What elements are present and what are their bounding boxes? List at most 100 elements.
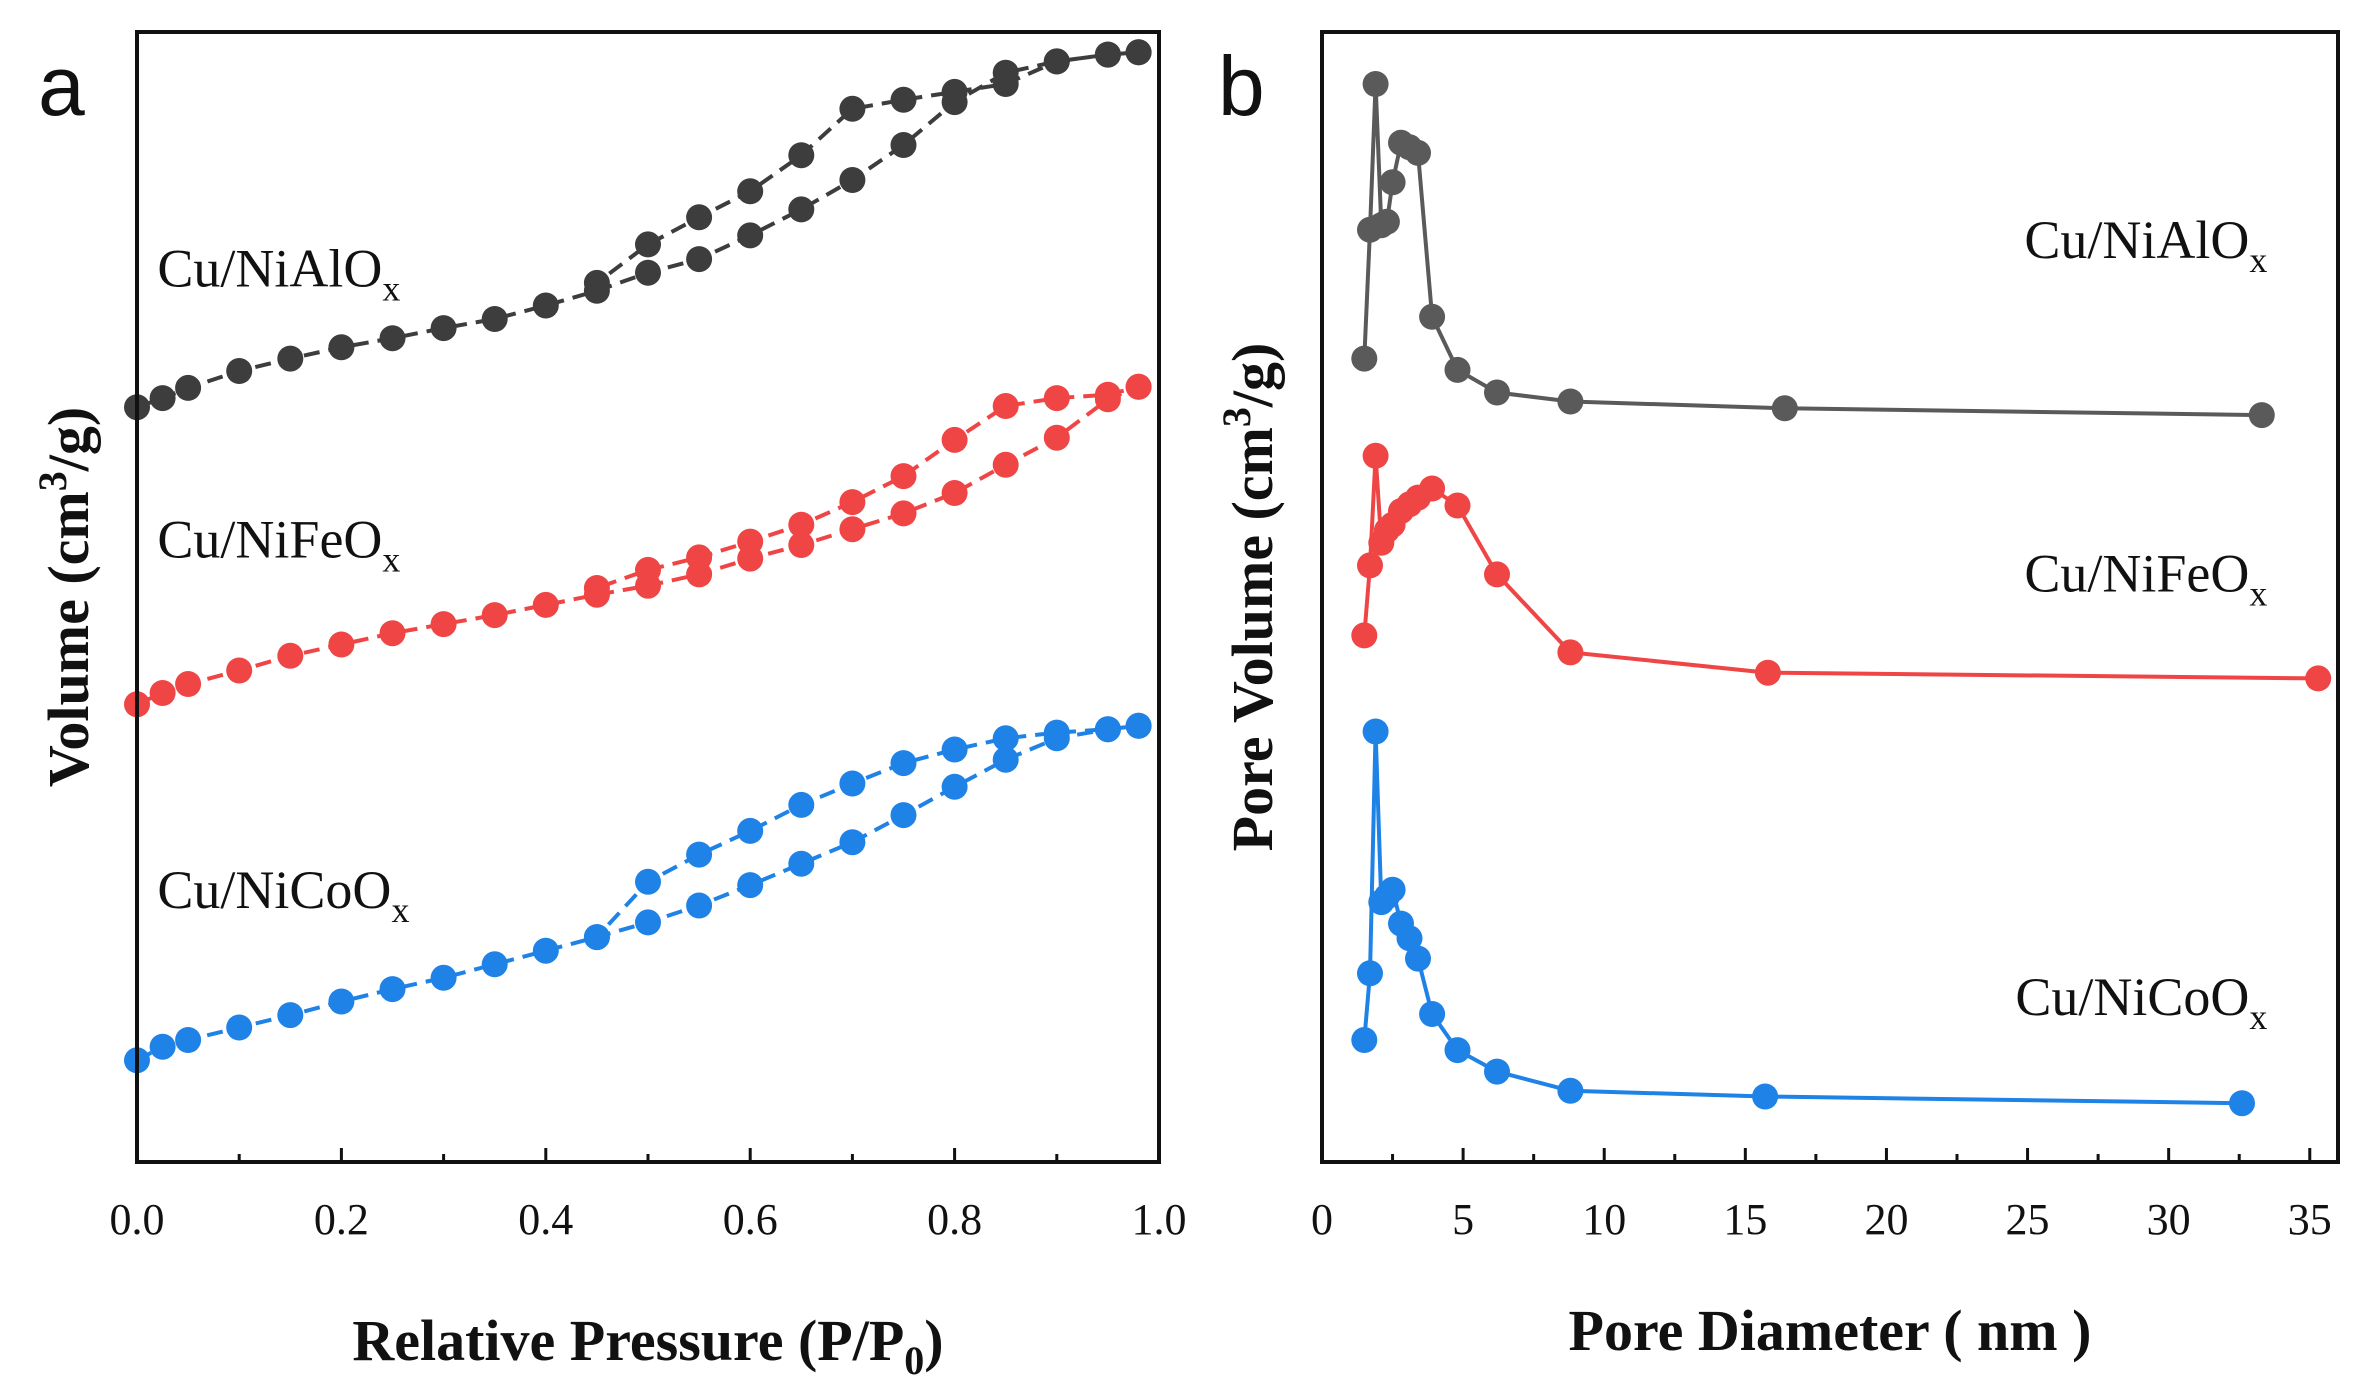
data-point — [481, 602, 508, 629]
data-point — [686, 892, 713, 919]
x-tick-label: 1.0 — [1132, 1195, 1187, 1244]
data-point — [583, 269, 610, 296]
data-point — [226, 358, 253, 384]
data-point — [532, 937, 559, 964]
data-point — [226, 657, 253, 684]
data-point — [1351, 345, 1378, 372]
data-point — [1419, 475, 1446, 502]
x-tick-label: 5 — [1452, 1195, 1474, 1244]
data-point — [992, 71, 1019, 97]
plot-frame — [1320, 30, 2340, 1164]
x-tick-label: 20 — [1864, 1195, 1908, 1244]
y-axis-title-main: Pore Volume (cm — [1220, 427, 1285, 851]
data-point — [1557, 388, 1584, 415]
panel-letter-b: b — [1218, 39, 1265, 133]
data-point — [737, 817, 764, 844]
x-tick-label: 0 — [1311, 1195, 1333, 1244]
data-point — [1379, 169, 1406, 196]
series-label: Cu/NiFeOx — [157, 509, 400, 579]
data-point — [1094, 381, 1121, 408]
x-tick-label: 0.8 — [927, 1195, 982, 1244]
data-point — [1405, 139, 1431, 166]
data-point — [1357, 960, 1383, 987]
data-point — [839, 770, 866, 797]
data-point — [1379, 876, 1406, 903]
data-point — [635, 909, 661, 936]
y-axis-title-end: /g) — [36, 407, 101, 472]
data-point — [890, 750, 917, 777]
x-axis-title-main: Relative Pressure (P/P — [352, 1308, 904, 1373]
data-point — [1373, 208, 1400, 235]
data-point — [1444, 356, 1471, 383]
series-label-main: Cu/NiFeO — [2024, 543, 2249, 603]
x-axis-title-end: ) — [924, 1308, 943, 1373]
data-point — [839, 516, 866, 543]
series-cu-nicoox — [124, 712, 1152, 1074]
series-line — [1362, 729, 2243, 1106]
data-point — [2248, 402, 2275, 429]
data-point — [1351, 1027, 1378, 1053]
data-point — [839, 489, 866, 516]
data-point — [1043, 48, 1070, 75]
series-label-subscript: x — [2249, 573, 2267, 613]
data-point — [1754, 659, 1781, 686]
data-point — [992, 451, 1019, 478]
data-point — [1771, 395, 1798, 422]
data-point — [1396, 925, 1423, 952]
data-point — [686, 246, 713, 273]
data-point — [941, 480, 968, 506]
data-point — [583, 575, 610, 601]
data-point — [890, 86, 917, 113]
data-point — [175, 1027, 202, 1053]
data-point — [149, 385, 176, 412]
data-point — [1419, 1001, 1446, 1027]
data-point — [1357, 552, 1383, 579]
y-axis-title-superscript: 3 — [1214, 407, 1259, 427]
data-point — [583, 924, 610, 951]
data-point — [2305, 665, 2332, 692]
series-label-subscript: x — [382, 539, 400, 579]
data-point — [277, 345, 304, 372]
series-label-subscript: x — [2249, 997, 2267, 1037]
data-point — [890, 802, 917, 829]
data-point — [788, 791, 815, 818]
data-point — [788, 532, 815, 558]
series-label-main: Cu/NiCoO — [157, 860, 391, 920]
x-tick-label: 30 — [2147, 1195, 2191, 1244]
y-axis-title: Pore Volume (cm3/g) — [1214, 343, 1285, 852]
data-point — [481, 951, 508, 978]
data-point — [1362, 718, 1389, 745]
x-tick-label: 0.4 — [518, 1195, 573, 1244]
series-label: Cu/NiAlOx — [2024, 210, 2267, 280]
data-point — [1419, 303, 1446, 330]
data-point — [2229, 1090, 2255, 1117]
data-point — [737, 178, 764, 205]
data-point — [890, 463, 917, 490]
data-point — [379, 325, 406, 352]
data-point — [839, 829, 866, 856]
data-point — [686, 544, 713, 571]
data-point — [992, 393, 1019, 419]
data-point — [1125, 373, 1152, 400]
series-label: Cu/NiFeOx — [2024, 543, 2267, 613]
data-point — [992, 725, 1019, 752]
x-tick-label: 35 — [2288, 1195, 2332, 1244]
series-label-main: Cu/NiFeO — [157, 509, 382, 569]
y-axis-title-superscript: 3 — [30, 471, 75, 491]
series-label: Cu/NiAlOx — [157, 238, 400, 308]
series-label-subscript: x — [382, 268, 400, 308]
data-point — [175, 671, 202, 697]
series-label-subscript: x — [2249, 240, 2267, 280]
data-point — [1484, 379, 1510, 406]
data-point — [1043, 424, 1070, 451]
x-tick-label: 0.6 — [723, 1195, 778, 1244]
data-point — [737, 222, 764, 249]
data-point — [1405, 945, 1431, 972]
data-point — [1557, 1077, 1584, 1104]
data-point — [430, 964, 457, 991]
data-point — [941, 773, 968, 800]
data-point — [430, 611, 457, 638]
x-axis-title-subscript: 0 — [904, 1338, 924, 1383]
